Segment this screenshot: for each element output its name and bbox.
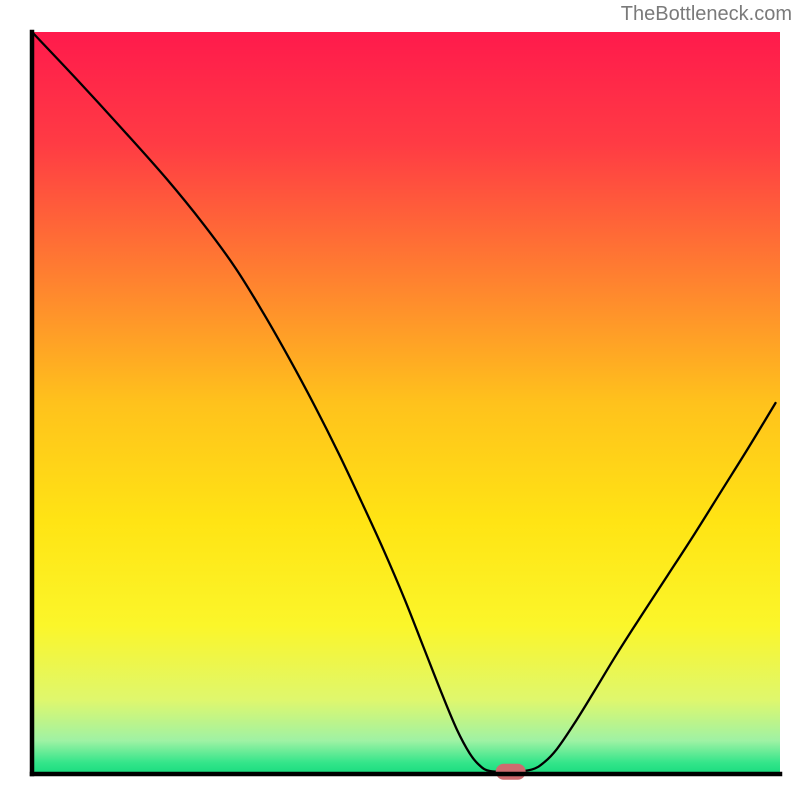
plot-background-gradient [32, 32, 780, 774]
bottleneck-chart [0, 0, 800, 800]
site-watermark: TheBottleneck.com [621, 4, 792, 24]
chart-svg [0, 0, 800, 800]
